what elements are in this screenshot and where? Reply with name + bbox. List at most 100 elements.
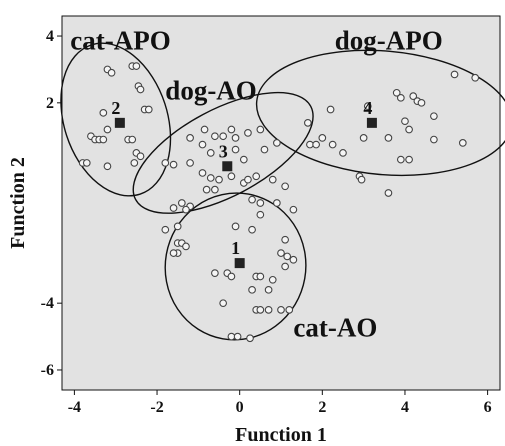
cat-apo-ellipse xyxy=(60,42,172,197)
cat-ao-point xyxy=(289,255,298,264)
dog-apo-point xyxy=(417,98,426,107)
dog-apo-point xyxy=(396,93,405,102)
dog-apo-point xyxy=(384,189,393,197)
dog-apo-group-label: dog-APO xyxy=(335,25,443,55)
cat-apo-point xyxy=(132,62,141,70)
cat-ao-point xyxy=(256,272,265,281)
dog-apo-point xyxy=(401,117,409,126)
plot-area xyxy=(61,15,501,391)
cat-apo-point xyxy=(136,85,145,94)
dog-apo-point xyxy=(396,155,405,164)
dog-ao-point xyxy=(231,134,240,142)
cat-ao-point xyxy=(161,225,170,234)
x-tick-label: 2 xyxy=(318,399,326,416)
dog-apo-point xyxy=(363,102,372,111)
dog-ao-point xyxy=(186,159,194,167)
cat-ao-point xyxy=(264,306,273,314)
cat-ao-point xyxy=(246,334,254,343)
cat-apo-point xyxy=(107,68,116,77)
dog-ao-point xyxy=(227,172,236,181)
y-tick-label: -4 xyxy=(41,295,54,312)
dog-apo-point xyxy=(384,134,393,142)
cat-ao-point xyxy=(227,332,236,341)
dog-ao-point xyxy=(252,172,261,181)
dog-apo-point xyxy=(359,134,368,142)
cat-apo-centroid-marker xyxy=(114,117,125,128)
dog-apo-point xyxy=(405,125,413,134)
dog-apo-point xyxy=(328,140,337,149)
dog-ao-point xyxy=(273,139,281,147)
dog-ao-point xyxy=(198,140,207,149)
cat-ao-centroid-label: 1 xyxy=(231,238,240,258)
dog-ao-point xyxy=(256,210,265,219)
dog-ao-centroid-label: 3 xyxy=(219,141,228,161)
x-axis-title: Function 1 xyxy=(235,424,327,446)
dog-apo-point xyxy=(409,92,418,100)
y-axis-title: Function 2 xyxy=(7,157,29,249)
y-tick-label: -6 xyxy=(41,362,54,379)
cat-ao-point xyxy=(182,205,190,214)
dog-apo-point xyxy=(458,139,467,147)
dog-ao-point xyxy=(161,159,170,167)
dog-apo-centroid-marker xyxy=(366,117,377,128)
cat-apo-point xyxy=(99,135,108,144)
cat-apo-point xyxy=(103,125,112,134)
dog-ao-point xyxy=(231,145,240,154)
dog-ao-centroid-marker xyxy=(222,161,233,172)
cat-ao-ellipse xyxy=(164,192,307,341)
cat-ao-point xyxy=(283,252,292,261)
x-tick-label: -2 xyxy=(150,399,163,416)
cat-ao-point xyxy=(227,272,236,281)
dog-apo-centroid-label: 4 xyxy=(363,98,372,118)
dog-ao-ellipse xyxy=(132,91,314,214)
dog-apo-point xyxy=(450,70,459,79)
dog-ao-point xyxy=(169,160,178,169)
cat-ao-point xyxy=(268,275,277,284)
dog-ao-point xyxy=(211,132,219,141)
cat-apo-point xyxy=(99,108,108,117)
dog-ao-point xyxy=(273,199,281,207)
cat-ao-group-label: cat-AO xyxy=(293,313,377,343)
cat-ao-point xyxy=(182,242,190,251)
cat-ao-point xyxy=(285,306,294,314)
cat-apo-point xyxy=(103,162,112,171)
dog-apo-point xyxy=(392,88,401,97)
dog-ao-point xyxy=(202,185,211,194)
dog-ao-point xyxy=(289,205,298,214)
x-tick-label: 0 xyxy=(236,399,244,416)
dog-ao-point xyxy=(244,129,252,137)
dog-ao-point xyxy=(227,125,236,134)
dog-ao-point xyxy=(260,145,269,154)
cat-ao-point xyxy=(248,225,256,234)
cat-ao-point xyxy=(169,249,178,257)
dog-apo-point xyxy=(318,134,327,142)
dog-apo-point xyxy=(326,105,335,114)
dog-ao-point xyxy=(239,155,248,164)
dog-ao-point xyxy=(256,199,265,207)
dog-ao-point xyxy=(206,149,215,157)
cat-apo-point xyxy=(128,135,137,144)
cat-apo-point xyxy=(136,152,145,161)
cat-ao-point xyxy=(233,332,242,341)
x-tick-label: 4 xyxy=(401,399,409,416)
cat-ao-point xyxy=(277,249,285,257)
cat-ao-point xyxy=(231,222,240,231)
dog-ao-point xyxy=(268,175,277,184)
dog-apo-point xyxy=(430,135,438,144)
dog-ao-point xyxy=(186,134,194,142)
dog-ao-point xyxy=(281,182,289,191)
cat-apo-point xyxy=(144,105,153,114)
dog-ao-point xyxy=(215,175,223,184)
y-tick-label: 4 xyxy=(46,28,54,45)
dog-apo-point xyxy=(357,175,366,184)
cat-ao-point xyxy=(177,199,186,207)
dog-apo-point xyxy=(405,155,413,164)
dog-apo-point xyxy=(304,119,312,127)
dog-ao-point xyxy=(198,169,207,177)
dog-ao-point xyxy=(256,125,265,134)
cat-ao-point xyxy=(173,222,182,231)
cat-ao-point xyxy=(211,269,219,277)
cat-ao-point xyxy=(281,262,289,271)
cat-apo-centroid-label: 2 xyxy=(111,98,120,118)
